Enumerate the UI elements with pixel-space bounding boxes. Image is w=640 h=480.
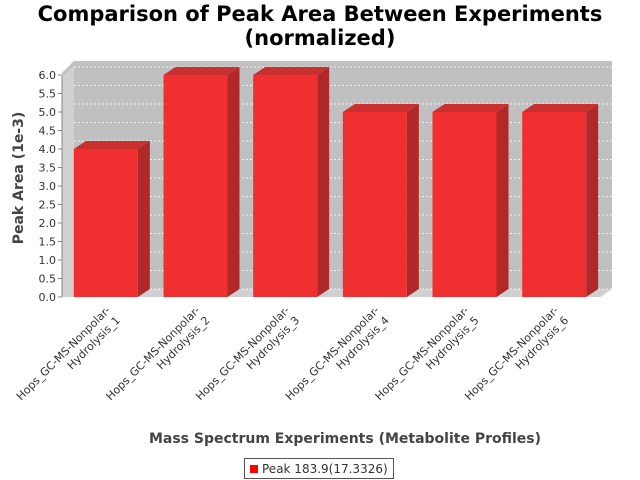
bar — [73, 149, 138, 297]
bar-top — [432, 104, 509, 112]
bar-side — [227, 67, 240, 297]
bar-top — [73, 141, 150, 149]
y-tick-label: 5.5 — [39, 88, 57, 101]
y-tick-label: 1.0 — [39, 254, 57, 267]
y-tick-label: 1.5 — [39, 236, 57, 249]
y-tick-label: 0.5 — [39, 273, 57, 286]
y-tick-label: 2.5 — [39, 199, 57, 212]
bar — [522, 112, 587, 297]
legend-swatch — [250, 464, 258, 473]
y-tick-label: 2.0 — [39, 217, 57, 230]
y-tick-label: 4.0 — [39, 143, 57, 156]
bar-side — [496, 104, 509, 297]
bar — [163, 75, 228, 297]
plot-left-wall — [62, 66, 74, 297]
y-tick-label: 4.5 — [39, 125, 57, 138]
bar-side — [317, 67, 330, 297]
y-tick-label: 5.0 — [39, 106, 57, 119]
bar-side — [586, 104, 599, 297]
chart-title: Comparison of Peak Area Between Experime… — [0, 2, 640, 50]
bar — [432, 112, 497, 297]
bar-side — [406, 104, 419, 297]
y-tick-label: 0.0 — [39, 291, 57, 304]
y-tick-label: 3.0 — [39, 180, 57, 193]
bar-top — [253, 67, 330, 75]
bar-top — [342, 104, 419, 112]
bar-top — [163, 67, 240, 75]
legend: Peak 183.9(17.3326) — [244, 458, 394, 479]
y-tick-label: 3.5 — [39, 162, 57, 175]
x-axis-label: Mass Spectrum Experiments (Metabolite Pr… — [148, 431, 542, 447]
chart-title-line1: Comparison of Peak Area Between Experime… — [37, 2, 603, 26]
chart-title-line2: (normalized) — [244, 26, 396, 50]
bar-top — [522, 104, 599, 112]
bar-side — [137, 141, 150, 297]
y-tick-label: 6.0 — [39, 69, 57, 82]
legend-label: Peak 183.9(17.3326) — [262, 461, 388, 476]
bar — [342, 112, 407, 297]
x-tick-label-line: Hops_GC-MS-Nonpolar- — [14, 304, 113, 403]
bar — [253, 75, 318, 297]
